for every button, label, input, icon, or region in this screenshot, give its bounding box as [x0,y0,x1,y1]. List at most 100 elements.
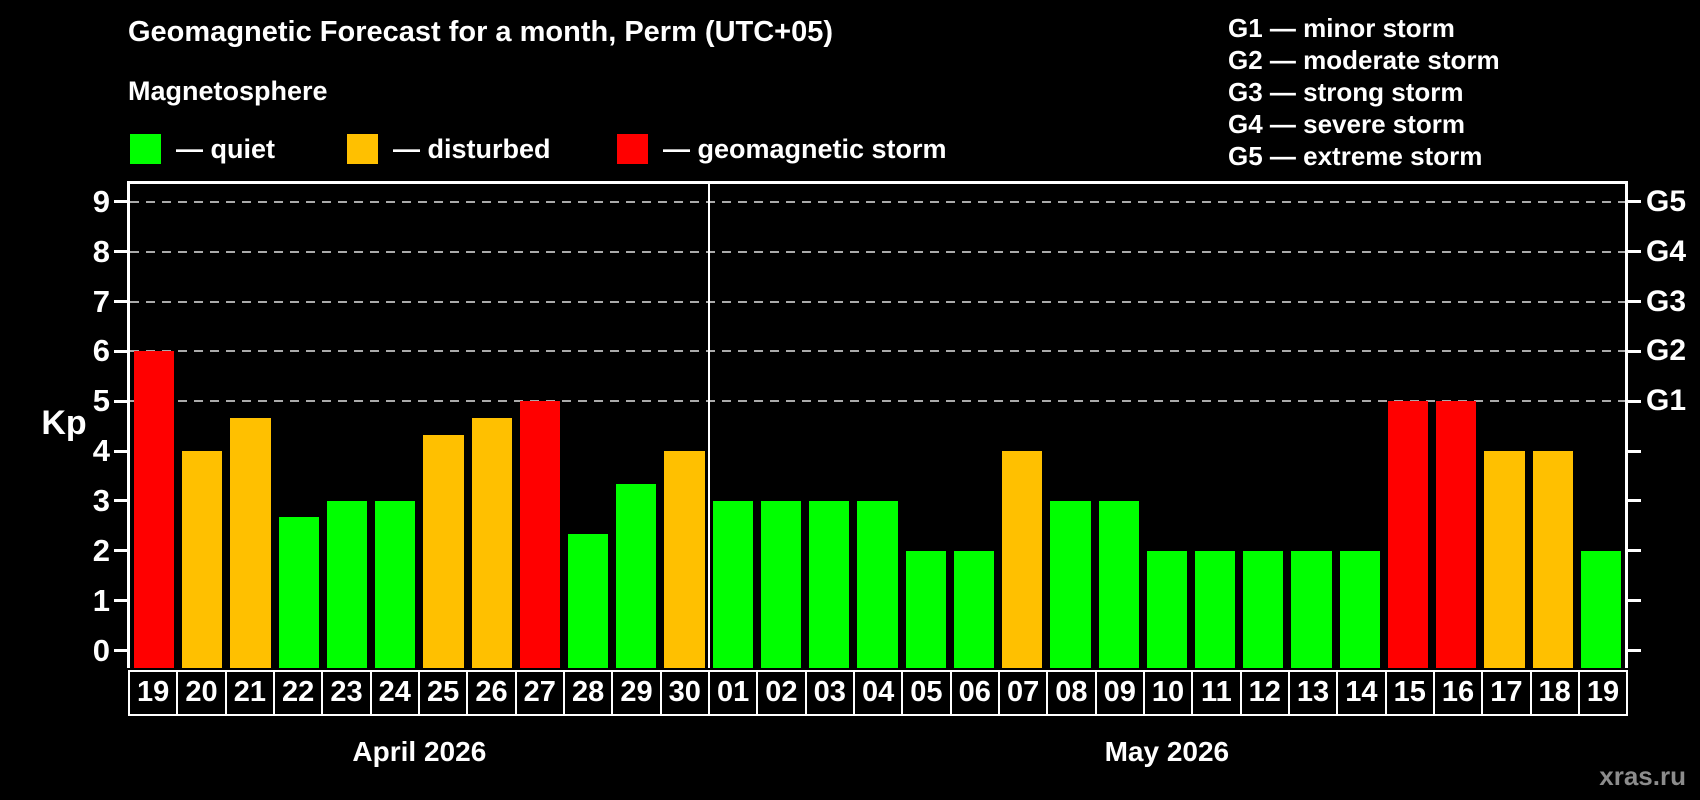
date-cell-may-17: 17 [1483,672,1530,714]
g-legend-line-4: G4 — severe storm [1228,109,1466,139]
gridline-g2 [130,350,1625,353]
kp-bar-may-01 [712,500,753,668]
y-axis-line-left [127,181,130,668]
y-tick-label-5: 5 [92,383,110,419]
date-cell-may-19: 19 [1579,672,1627,714]
gridline-g3 [130,300,1625,303]
date-cell-may-14: 14 [1338,672,1385,714]
y-tick-right-5 [1628,399,1641,403]
date-cell-may-11: 11 [1193,672,1240,714]
y-tick-label-2: 2 [92,532,110,568]
disturbed-color-swatch [347,134,378,164]
kp-bar-may-07 [1002,451,1043,668]
month-label-may: May 2026 [1104,736,1230,767]
right-axis-label-g3: G3 [1646,284,1687,318]
y-tick-label-1: 1 [92,582,110,618]
legend-label-quiet: — quiet [176,134,275,164]
y-tick-left-5 [114,399,127,403]
y-tick-right-0 [1628,649,1641,652]
kp-bar-may-04 [857,500,898,668]
date-cell-may-05: 05 [903,672,950,714]
kp-bar-may-12 [1243,550,1284,668]
watermark: xras.ru [1599,761,1686,791]
kp-bar-april-28 [568,534,609,668]
date-cell-may-12: 12 [1241,672,1288,714]
date-cell-may-07: 07 [999,672,1047,714]
gridline-g5 [130,200,1625,203]
magnetosphere-legend-title: Magnetosphere [128,76,328,106]
date-cell-april-26: 26 [468,672,515,714]
y-tick-label-9: 9 [92,183,110,219]
date-cell-may-09: 09 [1096,672,1143,714]
y-axis-line-right [1625,181,1628,668]
y-tick-left-3 [114,499,127,503]
kp-bar-may-16 [1436,401,1477,668]
kp-bar-may-02 [760,500,802,668]
kp-bar-may-18 [1532,451,1573,668]
kp-bar-may-10 [1146,550,1187,668]
date-cell-april-24: 24 [371,672,418,714]
kp-bar-may-14 [1339,550,1380,668]
y-tick-right-7 [1628,300,1641,303]
date-axis: 19 20 21 22 23 24 25 26 27 28 29 30 01 02 03 04 05 06 07 08… [128,670,1628,716]
date-cell-may-02: 02 [758,672,805,714]
y-tick-label-7: 7 [92,283,110,319]
plot-top-border [127,181,1628,184]
y-tick-left-9 [114,200,127,204]
date-cell-may-18: 18 [1531,672,1578,714]
date-cell-may-15: 15 [1386,672,1433,714]
kp-bar-may-15 [1387,401,1429,668]
date-cell-april-19: 19 [130,672,177,714]
kp-bar-april-22 [278,517,319,668]
date-cell-may-03: 03 [806,672,853,714]
right-axis-label-g4: G4 [1646,234,1687,268]
month-divider-line [707,183,710,668]
g-legend-line-3: G3 — strong storm [1228,77,1464,107]
date-cell-april-25: 25 [419,672,467,714]
month-label-april: April 2026 [352,736,487,767]
legend-label-disturbed: — disturbed [393,134,551,164]
kp-bar-april-23 [326,500,368,668]
kp-bar-april-20 [182,451,223,668]
date-cell-may-10: 10 [1144,672,1192,714]
gridline-g1 [130,400,1625,403]
y-tick-right-9 [1628,200,1641,204]
y-tick-left-2 [114,549,127,553]
date-cell-april-29: 29 [613,672,660,714]
right-axis-label-g1: G1 [1646,384,1687,418]
kp-bar-april-30 [664,451,705,668]
y-tick-label-0: 0 [92,632,110,668]
date-cell-may-16: 16 [1434,672,1482,714]
kp-bar-april-29 [616,484,657,668]
kp-bar-may-06 [953,550,995,668]
kp-bar-may-19 [1580,550,1621,668]
y-tick-right-8 [1628,250,1641,254]
y-tick-label-6: 6 [92,333,110,369]
date-cell-may-01: 01 [709,672,757,714]
date-cell-april-21: 21 [226,672,273,714]
gridline-g4 [130,250,1625,253]
y-tick-right-1 [1628,599,1641,603]
date-cell-april-22: 22 [274,672,322,714]
date-cell-may-04: 04 [854,672,902,714]
y-axis-title: Kp [41,404,87,442]
y-tick-left-8 [114,250,127,254]
g-legend-line-1: G1 — minor storm [1228,13,1455,43]
g-legend-line-5: G5 — extreme storm [1228,141,1483,171]
kp-bar-april-21 [230,417,271,668]
y-tick-label-8: 8 [92,233,110,269]
y-tick-left-7 [114,300,127,303]
date-cell-april-30: 30 [661,672,708,714]
kp-bar-may-11 [1194,550,1236,668]
date-cell-april-20: 20 [178,672,225,714]
storm-color-swatch [617,134,648,164]
kp-bar-may-05 [905,550,946,668]
g-scale-legend: G1 — minor storm G2 — moderate storm G3 — … [1228,12,1500,172]
date-cell-april-28: 28 [564,672,612,714]
y-tick-right-6 [1628,349,1641,353]
y-tick-right-3 [1628,499,1641,503]
legend-label-storm: — geomagnetic storm [663,134,947,164]
y-tick-label-3: 3 [92,482,110,518]
quiet-color-swatch [130,134,161,164]
